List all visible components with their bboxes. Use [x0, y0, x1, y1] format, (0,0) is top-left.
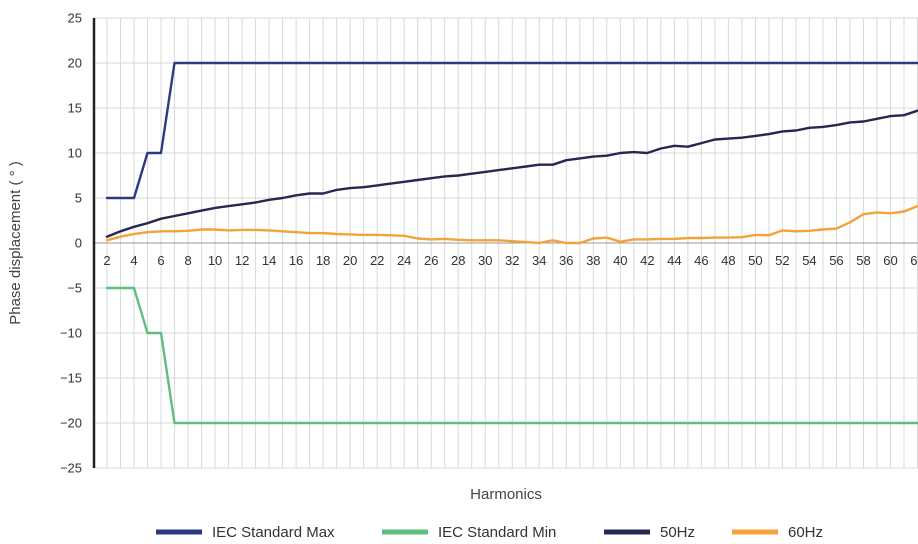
legend-label: IEC Standard Min	[438, 524, 556, 541]
x-tick-label: 58	[856, 253, 870, 268]
legend-label: 50Hz	[660, 524, 695, 541]
y-tick-label: −10	[60, 326, 82, 341]
x-tick-label: 10	[208, 253, 222, 268]
x-tick-label: 40	[613, 253, 627, 268]
x-tick-label: 38	[586, 253, 600, 268]
y-tick-label: −15	[60, 371, 82, 386]
x-tick-label: 46	[694, 253, 708, 268]
series-lines	[105, 61, 918, 425]
x-tick-label: 16	[289, 253, 303, 268]
y-tick-label: −20	[60, 416, 82, 431]
x-tick-label: 56	[829, 253, 843, 268]
x-tick-label: 22	[370, 253, 384, 268]
y-tick-label: 10	[68, 146, 82, 161]
series-line-iec-standard-max	[105, 61, 918, 200]
y-tick-label: −25	[60, 461, 82, 476]
x-tick-label: 20	[343, 253, 357, 268]
y-tick-label: 5	[75, 191, 82, 206]
y-tick-label: 0	[75, 236, 82, 251]
x-tick-label: 28	[451, 253, 465, 268]
x-tick-label: 24	[397, 253, 411, 268]
legend-label: IEC Standard Max	[212, 524, 335, 541]
x-tick-label: 32	[505, 253, 519, 268]
legend: IEC Standard Max IEC Standard Min 50Hz 60Hz	[156, 524, 823, 541]
legend-item: 50Hz	[604, 524, 695, 541]
x-tick-label: 18	[316, 253, 330, 268]
x-tick-label: 50	[748, 253, 762, 268]
x-tick-label: 42	[640, 253, 654, 268]
grid-lines	[94, 17, 918, 469]
x-tick-label: 4	[130, 253, 137, 268]
x-tick-label: 36	[559, 253, 573, 268]
x-axis-title: Harmonics	[470, 486, 542, 503]
x-tick-label: 14	[262, 253, 276, 268]
x-tick-label: 34	[532, 253, 546, 268]
y-tick-label: −5	[67, 281, 82, 296]
x-tick-label: 6	[157, 253, 164, 268]
x-tick-label: 60	[883, 253, 897, 268]
y-axis-title: Phase displacement ( ° )	[7, 161, 24, 325]
y-tick-label: 25	[68, 11, 82, 26]
legend-label: 60Hz	[788, 524, 823, 541]
series-line-iec-standard-min	[105, 286, 918, 425]
legend-item: 60Hz	[732, 524, 823, 541]
legend-item: IEC Standard Max	[156, 524, 335, 541]
x-tick-label: 62	[910, 253, 918, 268]
legend-item: IEC Standard Min	[382, 524, 556, 541]
x-tick-label: 30	[478, 253, 492, 268]
series-line-60hz	[105, 204, 918, 245]
x-tick-label: 54	[802, 253, 816, 268]
x-tick-label: 26	[424, 253, 438, 268]
x-tick-label: 2	[103, 253, 110, 268]
x-tick-label: 44	[667, 253, 681, 268]
y-tick-label: 20	[68, 56, 82, 71]
x-tick-label: 12	[235, 253, 249, 268]
series-line-50hz	[105, 109, 918, 238]
y-tick-label: 15	[68, 101, 82, 116]
x-tick-label: 8	[184, 253, 191, 268]
x-tick-label: 48	[721, 253, 735, 268]
x-tick-label: 52	[775, 253, 789, 268]
